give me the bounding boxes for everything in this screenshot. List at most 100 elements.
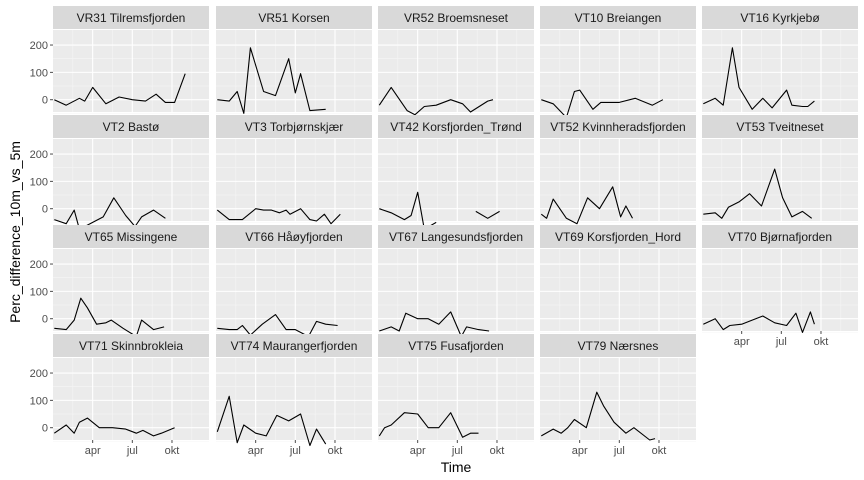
panel-background [216,358,372,440]
y-axis-title: Perc_difference_10m_vs_5m [7,141,23,323]
facet-panel: VR52 Broemsneset [378,6,534,116]
strip-label: VT70 Bjørnafjorden [728,230,832,244]
panel-background [216,139,372,221]
series-line [540,186,633,225]
strip-label: VT52 Kvinnheradsfjorden [550,120,685,134]
strip-background [702,6,858,29]
facet-panel: VT53 Tveitneset [702,115,858,223]
panel-background [53,249,209,331]
strip-label: VR51 Korsen [258,11,329,25]
x-tick-label: okt [814,336,829,348]
series-line [703,47,815,110]
x-tick-label: apr [248,445,264,457]
strip-label: VT42 Korsfjorden_Trønd [390,120,522,134]
strip-background [216,334,372,357]
strip-background [540,334,696,357]
strip-label: VT53 Tveitneset [736,120,824,134]
strip-label: VT2 Bastø [103,120,160,134]
panel-background [540,30,696,112]
panel-background [702,249,858,331]
y-tick-label: 100 [30,67,48,79]
x-tick-label: jul [451,445,463,457]
panel-background [53,139,209,221]
strip-background [540,115,696,138]
strip-background [378,6,534,29]
strip-label: VT71 Skinnbrokleia [79,339,183,353]
strip-label: VT79 Nærsnes [578,339,659,353]
facet-panel: VT42 Korsfjorden_Trønd [378,115,534,230]
facet-panel: VT66 Håøyfjorden [216,225,372,338]
facet-panel: VT3 Torbjørnskjær [216,115,372,225]
x-tick-label: apr [85,445,101,457]
strip-background [216,225,372,248]
facet-panel: VT69 Korsfjorden_Hord [540,225,696,333]
facet-panel: VT79 Nærsnes apr jul okt [540,334,696,457]
facet-panels: VR31 Tilremsfjorden 0 100 200 VR51 Korsen VR5… [30,6,858,457]
y-tick-label: 0 [42,204,48,216]
x-tick-label: jul [613,445,625,457]
facet-panel: VR31 Tilremsfjorden 0 100 200 [30,6,209,114]
y-tick-label: 200 [30,259,48,271]
strip-label: VT75 Fusafjorden [408,339,503,353]
x-axis-title: Time [441,459,472,475]
strip-label: VT65 Missingene [85,230,178,244]
series-line [54,197,166,230]
strip-label: VT74 Maurangerfjorden [231,339,358,353]
strip-label: VT3 Torbjørnskjær [245,120,343,134]
x-tick-label: okt [328,445,343,457]
series-line [541,391,656,441]
panel-background [378,139,534,221]
panel-background [540,249,696,331]
series-line [216,395,327,447]
facet-panel: VR51 Korsen [216,6,372,114]
facet-panel: VT67 Langesundsfjorden [378,225,534,338]
y-tick-label: 0 [42,423,48,435]
x-tick-label: okt [490,445,505,457]
series-line [54,73,186,106]
series-line [703,168,813,219]
series-line [217,314,338,338]
y-tick-label: 100 [30,395,48,407]
panel-background [216,30,372,112]
strip-label: VT10 Breiangen [575,11,662,25]
x-tick-label: okt [652,445,667,457]
series-line [378,86,494,116]
facet-panel: VT75 Fusafjorden apr jul okt [378,334,534,457]
strip-label: VR31 Tilremsfjorden [77,11,186,25]
facet-panel: VT65 Missingene 0 100 200 [30,225,209,338]
x-tick-label: apr [734,336,750,348]
strip-label: VR52 Broemsneset [404,11,509,25]
strip-background [53,115,209,138]
series-line [378,412,479,438]
strip-label: VT66 Håøyfjorden [245,230,342,244]
strip-label: VT16 Kyrkjebø [740,11,820,25]
strip-background [702,115,858,138]
panel-background [378,30,534,112]
series-line [703,311,815,333]
series-line [53,417,175,437]
strip-background [216,115,372,138]
series-line [216,208,341,225]
strip-background [53,6,209,29]
strip-background [216,6,372,29]
x-tick-label: jul [775,336,787,348]
facet-panel: VT74 Maurangerfjorden apr jul okt [216,334,372,457]
facet-panel: VT71 Skinnbrokleia 0 100 200 apr jul okt [30,334,209,457]
panel-background [378,358,534,440]
strip-background [53,334,209,357]
x-tick-label: apr [572,445,588,457]
strip-background [702,225,858,248]
panel-background [53,358,209,440]
strip-background [378,225,534,248]
series-line [379,311,490,338]
strip-background [378,334,534,357]
y-tick-label: 200 [30,40,48,52]
strip-label: VT69 Korsfjorden_Hord [555,230,681,244]
facet-panel: VT16 Kyrkjebø [702,6,858,114]
facet-panel: VT10 Breiangen [540,6,696,119]
series-line [475,210,500,219]
series-line [54,297,165,338]
strip-background [540,6,696,29]
x-tick-label: apr [410,445,426,457]
